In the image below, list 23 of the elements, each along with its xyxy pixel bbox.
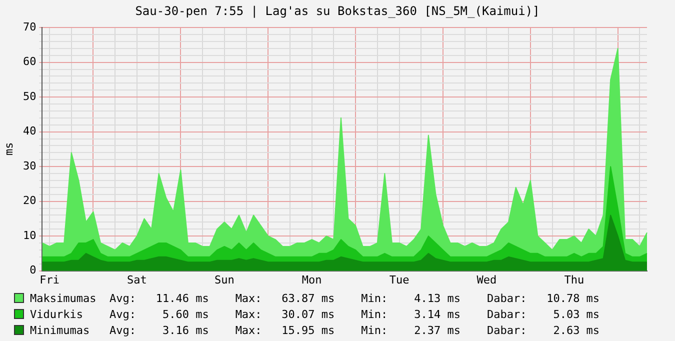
y-tick-label: 10: [22, 228, 36, 242]
x-tick-label: Fri: [40, 273, 60, 286]
y-tick-label: 50: [22, 90, 36, 103]
x-tick-label: Sat: [127, 273, 147, 286]
y-tick-label: 0: [30, 264, 36, 277]
chart-title: Sau-30-pen 7:55 | Lag'as su Bokstas_360 [NS_5M_(Kaimui)]: [134, 4, 541, 18]
legend-label: Vidurkis: [30, 308, 84, 321]
y-axis-title: ms: [2, 142, 16, 156]
y-tick-label: 70: [22, 20, 36, 34]
y-tick-label: 20: [22, 194, 36, 208]
y-tick-label: 40: [22, 124, 36, 138]
text: Avg: 11.46 ms Max: 63.87 ms Min: 4.13 ms Dabar: 10.78 ms: [109, 292, 600, 305]
x-tick-label: Sun: [214, 273, 234, 286]
x-tick-label: Mon: [302, 273, 322, 286]
text: Avg: 5.60 ms Max: 30.07 ms Min: 3.14 ms Dabar: 5.03 ms: [109, 308, 600, 321]
x-tick-label: Thu: [564, 273, 584, 286]
legend-label: Maksimumas: [30, 292, 98, 305]
x-tick-label: Wed: [476, 273, 497, 286]
text: Avg: 3.16 ms Max: 15.95 ms Min: 2.37 ms Dabar: 2.63 ms: [109, 324, 600, 337]
x-tick-label: Tue: [389, 273, 410, 286]
legend-label: Minimumas: [30, 324, 91, 337]
y-tick-label: 60: [22, 55, 36, 68]
y-tick-label: 30: [22, 159, 36, 172]
